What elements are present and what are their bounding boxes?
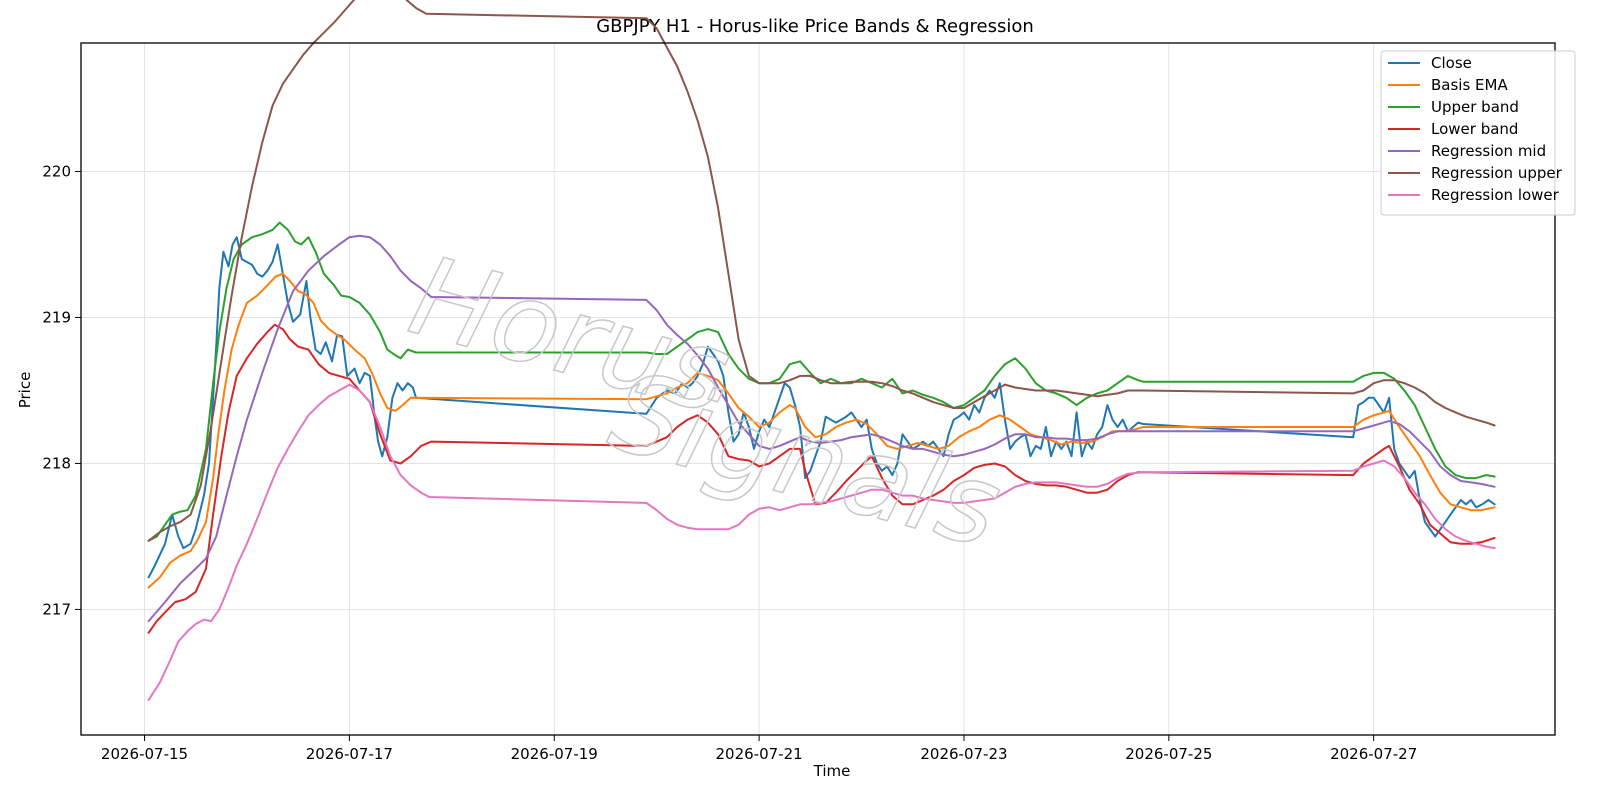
y-tick-label: 219 — [42, 308, 71, 326]
x-tick-label: 2026-07-25 — [1125, 745, 1212, 763]
series-line-regression-mid — [147, 234, 1496, 623]
plot-frame — [80, 42, 1556, 736]
legend: Close Basis EMA Upper band Lower band Regres… — [1380, 50, 1576, 216]
y-tick-label: 218 — [42, 454, 71, 472]
legend-label: Regression mid — [1431, 142, 1546, 160]
legend-label: Regression upper — [1431, 164, 1563, 182]
y-axis-label: Price — [16, 372, 34, 409]
legend-label: Lower band — [1431, 120, 1518, 138]
legend-label: Close — [1431, 54, 1472, 72]
x-axis-label: Time — [813, 762, 851, 780]
x-tick-label: 2026-07-17 — [306, 745, 393, 763]
x-tick-label: 2026-07-23 — [920, 745, 1007, 763]
legend-label: Basis EMA — [1431, 76, 1508, 94]
series-line-regression-lower — [147, 383, 1496, 701]
x-tick-label: 2026-07-21 — [716, 745, 803, 763]
grid-lines — [81, 43, 1555, 735]
y-axis-ticks: 217 218 219 220 — [42, 162, 81, 618]
chart-title: GBPJPY H1 - Horus-like Price Bands & Reg… — [596, 16, 1034, 37]
series-layer — [147, 0, 1496, 701]
legend-box — [1380, 50, 1576, 216]
series-line-regression-upper — [147, 0, 1496, 542]
y-tick-label: 217 — [42, 600, 71, 618]
x-tick-label: 2026-07-19 — [511, 745, 598, 763]
series-line-close — [147, 236, 1496, 579]
series-line-basis-ema — [147, 272, 1496, 589]
x-axis-ticks: 2026-07-15 2026-07-17 2026-07-19 2026-07-21… — [101, 735, 1417, 763]
legend-label: Regression lower — [1431, 186, 1560, 204]
x-tick-label: 2026-07-15 — [101, 745, 188, 763]
legend-label: Upper band — [1431, 98, 1519, 116]
y-tick-label: 220 — [42, 162, 71, 180]
x-tick-label: 2026-07-27 — [1330, 745, 1417, 763]
series-line-upper-band — [147, 221, 1496, 542]
